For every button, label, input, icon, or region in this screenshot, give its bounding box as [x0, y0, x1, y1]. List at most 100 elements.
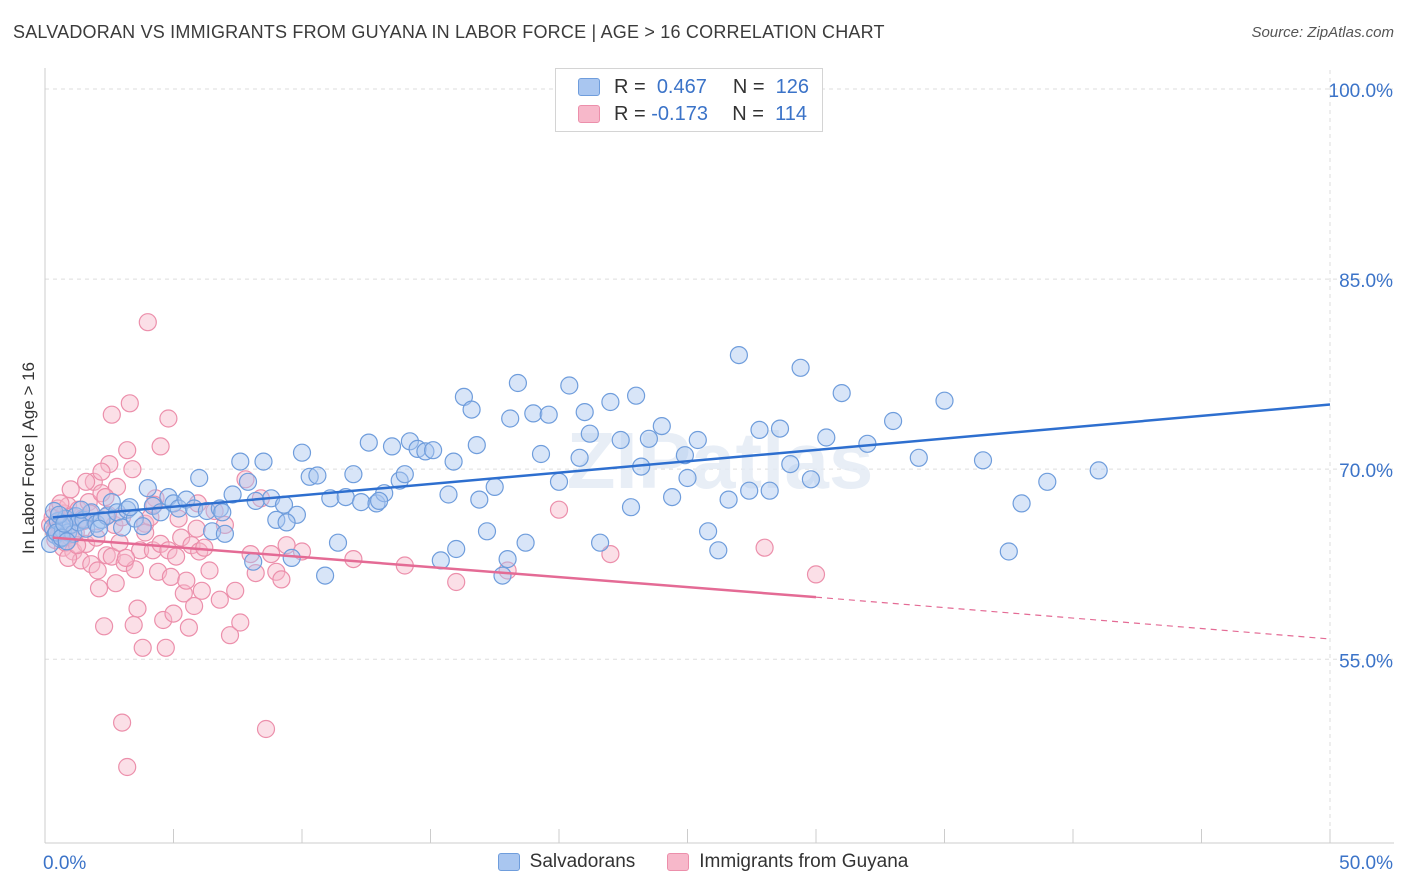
- guyana-point: [159, 409, 178, 428]
- salvadoran-trend-line: [52, 403, 1331, 519]
- salvadoran-point: [760, 481, 779, 500]
- guyana-trend-line: [52, 536, 817, 599]
- salvadoran-point: [832, 384, 851, 403]
- guyana-point: [172, 528, 191, 547]
- salvadorans-swatch: [497, 853, 520, 871]
- y-axis-title: In Labor Force | Age > 16: [19, 362, 38, 554]
- salvadoran-point: [590, 533, 610, 552]
- salvadoran-point: [493, 566, 512, 585]
- legend-item-guyana[interactable]: Immigrants from Guyana: [667, 851, 908, 873]
- guyana-point: [192, 581, 211, 600]
- salvadoran-point: [112, 518, 132, 537]
- guyana-point: [236, 470, 255, 489]
- salvadoran-point: [740, 481, 759, 500]
- guyana-point: [123, 460, 142, 479]
- salvadoran-point: [120, 498, 139, 517]
- guyana-point: [102, 405, 121, 424]
- salvadoran-point: [467, 436, 486, 455]
- guyana-point: [151, 437, 170, 456]
- guyana-point: [131, 541, 150, 560]
- salvadoran-point: [238, 472, 258, 491]
- salvadoran-point: [935, 391, 954, 410]
- legend-row-guyana: R = -0.173 N = 114: [578, 101, 807, 127]
- guyana-point: [124, 615, 143, 635]
- salvadoran-point: [909, 448, 928, 467]
- guyana-point: [154, 610, 173, 630]
- guyana-point: [179, 618, 198, 637]
- trend-lines: [52, 403, 1331, 640]
- salvadoran-point: [447, 539, 466, 559]
- salvadoran-point: [652, 417, 671, 436]
- guyana-point: [133, 638, 152, 657]
- guyana-trend-extension: [815, 596, 1331, 640]
- x-tick-label: 0.0%: [43, 853, 86, 874]
- salvadoran-point: [678, 468, 697, 488]
- salvadoran-point: [781, 455, 800, 474]
- salvadoran-point: [76, 519, 96, 538]
- source-label: Source: ZipAtlas.com: [1251, 24, 1394, 41]
- salvadoran-point: [424, 441, 443, 460]
- salvadoran-point: [308, 466, 327, 485]
- salvadoran-point: [601, 392, 620, 412]
- guyana-point: [89, 579, 109, 598]
- guyana-point: [256, 719, 276, 739]
- guyana-point: [549, 500, 569, 519]
- salvadoran-point: [485, 477, 504, 496]
- guyana-point: [156, 638, 175, 657]
- salvadoran-point: [400, 432, 419, 451]
- salvadoran-point: [352, 493, 371, 512]
- guyana-point: [220, 626, 240, 645]
- guyana-point: [106, 574, 125, 593]
- guyana-point: [164, 604, 183, 623]
- salvadoran-point: [662, 488, 682, 507]
- salvadoran-point: [102, 493, 121, 512]
- guyana-point: [177, 571, 196, 590]
- salvadoran-point: [560, 376, 579, 395]
- guyana-point: [76, 472, 96, 491]
- salvadoran-point: [138, 479, 157, 498]
- salvadoran-point: [133, 517, 152, 536]
- guyana-point: [755, 538, 774, 557]
- guyana-point: [61, 480, 80, 499]
- axes: [44, 68, 1394, 844]
- salvadoran-point: [416, 442, 435, 461]
- salvadoran-point: [580, 424, 599, 443]
- salvadoran-point: [549, 472, 569, 491]
- guyana-point: [88, 561, 107, 580]
- guyana-point: [272, 570, 291, 589]
- series-legend: Salvadorans Immigrants from Guyana: [0, 851, 1406, 873]
- guyana-point: [226, 581, 245, 600]
- guyana-point: [167, 547, 186, 566]
- salvadoran-point: [213, 503, 232, 522]
- legend-item-salvadorans[interactable]: Salvadorans: [497, 851, 636, 873]
- salvadoran-point: [801, 470, 821, 489]
- guyana-point: [231, 613, 250, 632]
- guyana-point: [128, 599, 147, 618]
- salvadoran-point: [1089, 461, 1108, 480]
- salvadoran-point: [611, 430, 630, 450]
- legend-row-salvadorans: R = 0.467 N = 126: [578, 74, 809, 100]
- salvadoran-point: [675, 446, 695, 465]
- guyana-point: [806, 565, 826, 584]
- salvadoran-point: [539, 405, 558, 424]
- salvadoran-point: [750, 420, 769, 439]
- salvadoran-point: [531, 444, 551, 464]
- salvadoran-point: [215, 524, 234, 543]
- salvadoran-point: [817, 428, 836, 447]
- r-value: 0.467: [656, 75, 707, 98]
- guyana-point: [195, 538, 214, 557]
- salvadoran-point: [688, 430, 707, 450]
- guyana-point: [185, 596, 204, 616]
- guyana-point: [92, 462, 111, 481]
- salvadoran-point: [462, 400, 481, 419]
- legend-label: Immigrants from Guyana: [699, 851, 909, 872]
- salvadoran-point: [344, 465, 363, 484]
- legend-label: Salvadorans: [529, 851, 636, 872]
- guyana-points: [40, 313, 826, 777]
- salvadoran-point: [719, 490, 738, 509]
- guyana-point: [200, 561, 219, 580]
- salvadoran-point: [501, 409, 520, 428]
- salvadoran-point: [370, 491, 389, 510]
- r-label: R =: [614, 102, 646, 125]
- salvadoran-points: [40, 346, 1108, 585]
